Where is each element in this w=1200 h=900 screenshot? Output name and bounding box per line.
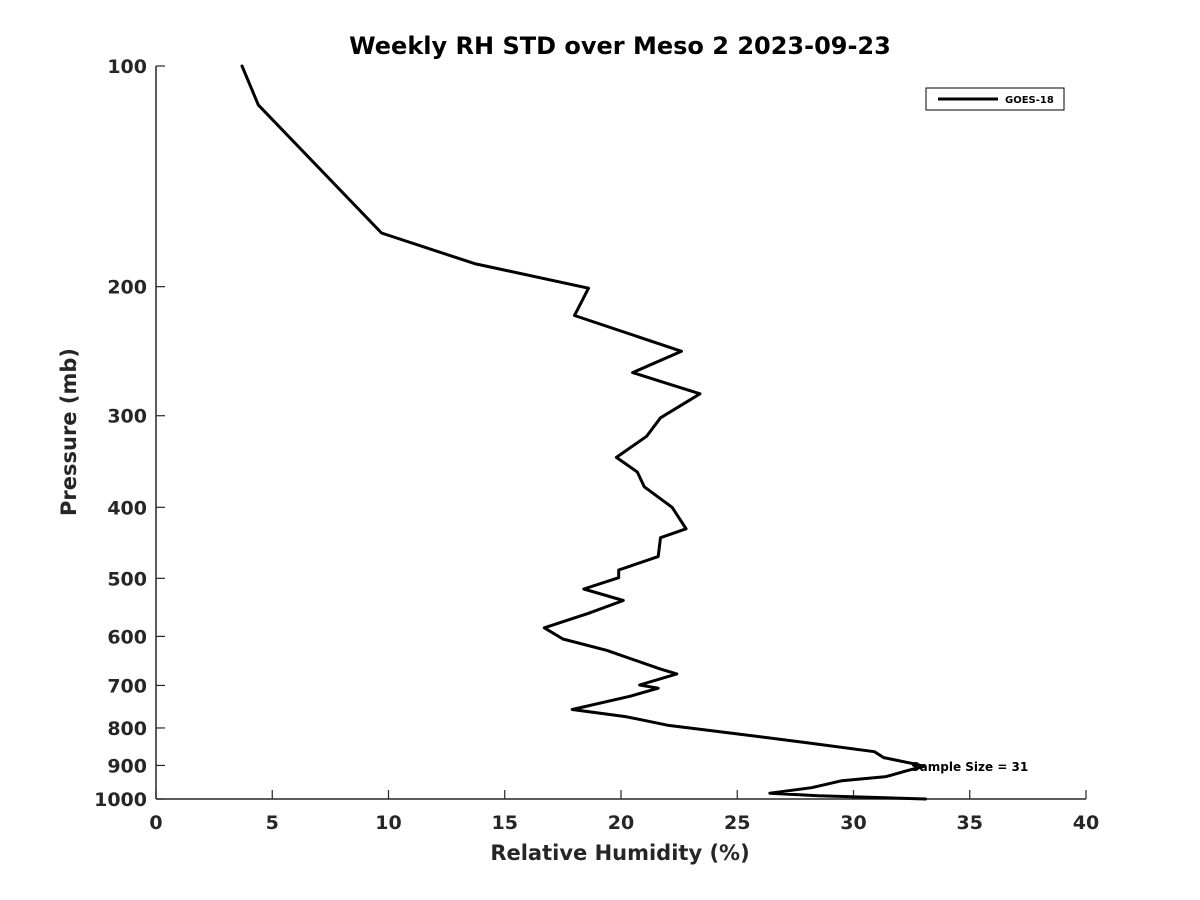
x-tick-label-20: 20 [608,812,634,834]
x-tick-label-0: 0 [149,812,162,834]
y-tick-label-900: 900 [107,755,147,777]
y-tick-label-300: 300 [107,406,147,428]
legend: GOES-18 [925,87,1065,111]
y-axis-label: Pressure (mb) [57,348,81,516]
y-tick-label-800: 800 [107,718,147,740]
x-tick-label-25: 25 [724,812,750,834]
series-layer [240,64,928,801]
y-tick-label-200: 200 [107,277,147,299]
y-tick-label-600: 600 [107,626,147,648]
y-tick-label-700: 700 [107,675,147,697]
x-tick-label-5: 5 [266,812,279,834]
chart-title: Weekly RH STD over Meso 2 2023-09-23 [349,32,891,60]
x-tick-label-15: 15 [492,812,518,834]
x-tick-label-30: 30 [840,812,866,834]
axes: 0 5 10 15 20 25 30 35 40 100 200 300 400 500 600 700 800… [94,56,1099,834]
y-tick-label-500: 500 [107,568,147,590]
sample-size-annotation: Sample Size = 31 [911,760,1028,774]
y-tick-label-400: 400 [107,497,147,519]
legend-label-goes-18: GOES-18 [1005,95,1054,106]
y-tick-label-1000: 1000 [94,789,147,811]
x-tick-label-35: 35 [957,812,983,834]
x-tick-label-10: 10 [375,812,401,834]
x-tick-label-40: 40 [1073,812,1099,834]
series-line-goes-18 [240,64,928,801]
y-tick-label-100: 100 [107,56,147,78]
x-axis-label: Relative Humidity (%) [490,841,749,865]
